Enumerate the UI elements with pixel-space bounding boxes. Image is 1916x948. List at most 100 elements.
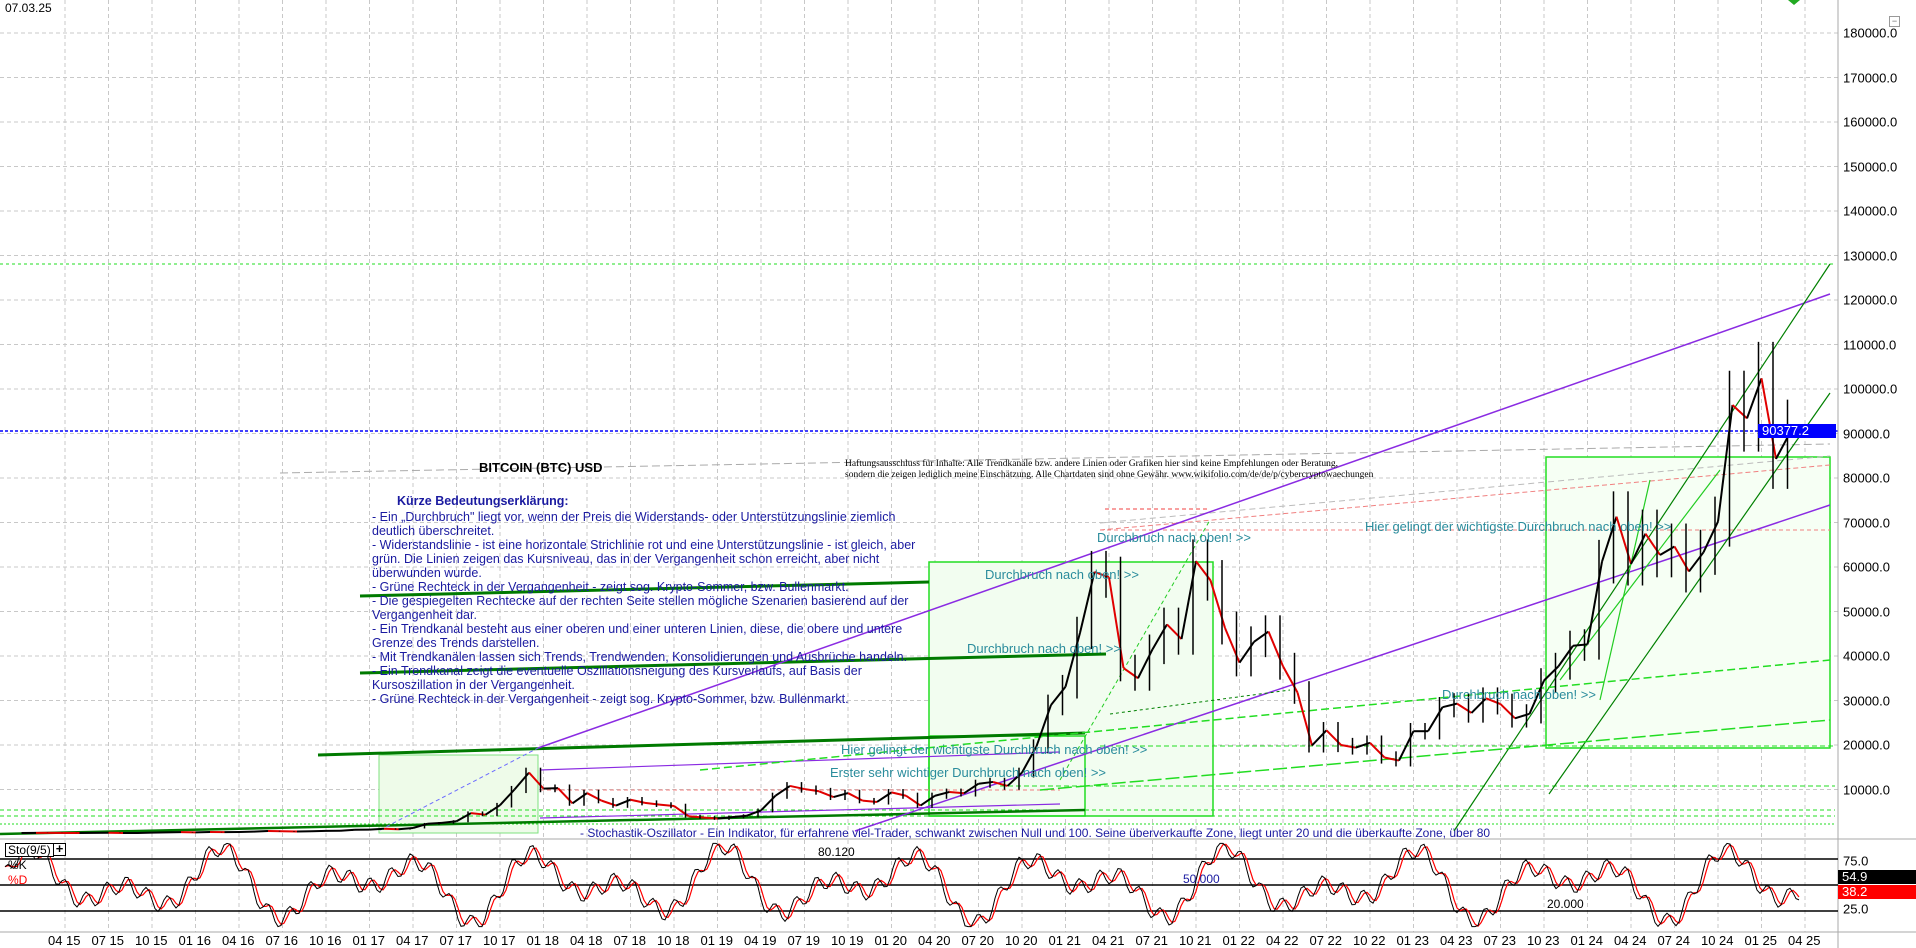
- price-segment: [1282, 665, 1299, 693]
- annotation-breakout: Durchbruch nach oben! >>: [1097, 530, 1251, 545]
- price-segment: [833, 792, 849, 799]
- date-axis-label: 01: [1222, 933, 1237, 948]
- date-axis-label: 18: [631, 933, 646, 948]
- date-axis-label: 04: [570, 933, 585, 948]
- date-axis-label: 19: [762, 933, 777, 948]
- date-axis-label: 10: [831, 933, 846, 948]
- date-axis-label: 24: [1632, 933, 1647, 948]
- date-axis-label: 18: [675, 933, 690, 948]
- price-axis-label: 50000.0: [1843, 604, 1890, 619]
- legend-line: - Widerstandslinie - ist eine horizontal…: [372, 538, 916, 580]
- date-axis-label: 07: [265, 933, 280, 948]
- date-axis-label: 24: [1719, 933, 1734, 948]
- annotation-breakout: Durchbruch nach oben! >>: [967, 641, 1121, 656]
- date-axis-label: 16: [196, 933, 211, 948]
- date-axis-label: 10: [1527, 933, 1542, 948]
- stoch-axis-label: 25.0: [1843, 901, 1869, 917]
- date-axis-label: 17: [501, 933, 516, 948]
- support-line-thick: [317, 731, 1086, 757]
- price-segment: [1499, 703, 1516, 720]
- price-segment: [1238, 641, 1255, 664]
- legend-line: - Ein Trendkanal besteht aus einer obere…: [372, 622, 903, 650]
- price-axis-label: 110000.0: [1843, 337, 1897, 352]
- price-segment: [731, 814, 747, 819]
- date-axis-label: 25: [1806, 933, 1821, 948]
- support-line-thick: [359, 652, 1107, 675]
- price-segment: [1746, 377, 1763, 419]
- price-axis-label: 180000.0: [1843, 25, 1898, 41]
- add-indicator-button[interactable]: +: [53, 842, 66, 856]
- price-segment: [789, 784, 805, 791]
- d-label: %D: [8, 873, 28, 887]
- current-price-tag: 90377.2: [1758, 424, 1836, 438]
- price-segment: [398, 826, 414, 831]
- date-axis-label: 17: [370, 933, 385, 948]
- date-axis-label: 01: [526, 933, 541, 948]
- price-axis-label: 40000.0: [1843, 648, 1890, 664]
- date-axis-label: 23: [1501, 933, 1516, 948]
- legend: - Ein „Durchbruch" liegt vor, wenn der P…: [372, 510, 932, 706]
- bull-rect-2024: [1545, 456, 1831, 749]
- date-axis-label: 01: [178, 933, 193, 948]
- price-axis-label: 170000.0: [1843, 70, 1898, 85]
- date-axis-label: 22: [1240, 933, 1255, 948]
- date-axis-label: 07: [787, 933, 802, 948]
- date-axis-label: 07: [1483, 933, 1498, 948]
- k-label: %K: [8, 858, 27, 872]
- trendline-blue: [379, 747, 539, 831]
- annotation-breakout: Durchbruch nach oben! >>: [985, 567, 1139, 582]
- trendline-upper: [537, 293, 1831, 749]
- price-segment: [774, 785, 791, 797]
- stoch-level-label: 50.000: [1183, 872, 1220, 886]
- date-axis-label: 01: [874, 933, 889, 948]
- annotation-key-breakout: Hier gelingt der wichtigste Durchbruch n…: [1365, 519, 1672, 534]
- indicator-name[interactable]: Sto(9/5): [5, 843, 54, 857]
- date-axis-label: 01: [1048, 933, 1063, 948]
- price-segment: [1267, 631, 1284, 667]
- price-segment: [571, 792, 588, 805]
- stoch-axis-label: 75.0: [1843, 853, 1869, 869]
- bull-rect-2017: [378, 754, 539, 834]
- date-axis-label: 21: [1153, 933, 1168, 948]
- price-segment: [847, 792, 863, 802]
- date-axis-label: 07: [613, 933, 628, 948]
- date-axis-label: 07: [961, 933, 976, 948]
- legend-heading: Kürze Bedeutungserklärung:: [397, 494, 569, 508]
- price-segment: [905, 794, 922, 807]
- disclaimer-line: Haftungsausschluss für Inhalte: Alle Tre…: [845, 459, 1338, 469]
- date-axis-label: 04: [1788, 933, 1803, 948]
- chart-date: 07.03.25: [5, 1, 52, 15]
- price-segment: [1398, 730, 1415, 762]
- date-axis-label: 23: [1458, 933, 1473, 948]
- date-axis-label: 01: [700, 933, 715, 948]
- date-axis-label: 25: [1762, 933, 1777, 948]
- price-segment: [1442, 702, 1458, 709]
- date-axis-label: 01: [1570, 933, 1585, 948]
- collapse-button[interactable]: −: [1889, 16, 1900, 27]
- date-axis-label: 16: [283, 933, 298, 948]
- price-segment: [1325, 729, 1342, 746]
- bull-rect-2021: [928, 561, 1214, 817]
- date-axis-label: 07: [439, 933, 454, 948]
- legend-line: - Mit Trendkanälen lassen sich Trends, T…: [372, 650, 908, 664]
- date-axis-label: 04: [396, 933, 411, 948]
- legend-line: - Grüne Rechteck in der Vergangenheit - …: [372, 580, 849, 594]
- legend-line: - Ein Trendkanal zeigt die eventuelle Os…: [372, 664, 862, 692]
- price-segment: [804, 788, 820, 793]
- price-segment: [253, 830, 269, 833]
- stoch-d-line: [4, 843, 1800, 928]
- price-segment: [369, 827, 385, 831]
- price-segment: [1427, 706, 1444, 732]
- price-segment: [586, 792, 602, 802]
- date-axis-label: 10: [657, 933, 672, 948]
- price-segment: [427, 821, 443, 825]
- price-segment: [1456, 702, 1473, 714]
- date-axis-label: 21: [1110, 933, 1125, 948]
- date-axis-label: 04: [1440, 933, 1455, 948]
- price-segment: [340, 828, 356, 832]
- channel-line: [1599, 479, 1651, 701]
- date-axis-label: 18: [544, 933, 559, 948]
- legend-line: - Die gespiegelten Rechtecke auf der rec…: [372, 594, 909, 622]
- top-marker-icon: [1788, 0, 1800, 5]
